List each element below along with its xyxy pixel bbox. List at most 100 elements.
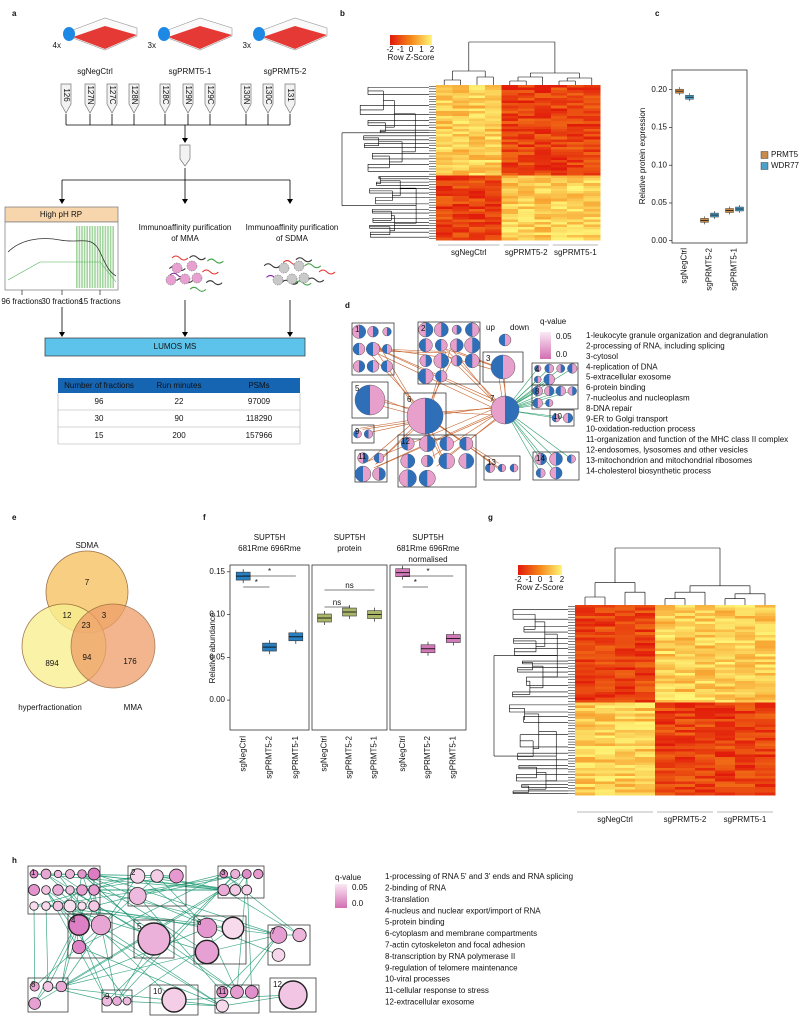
term-label: 12-endosomes, lysosomes and other vesicl… bbox=[586, 446, 748, 455]
heatmap-cell bbox=[615, 778, 636, 782]
heatmap-cell bbox=[436, 185, 453, 189]
term-label: 5-protein binding bbox=[385, 918, 445, 927]
heatmap-cell bbox=[675, 664, 696, 668]
heatmap-cell bbox=[675, 667, 696, 671]
heatmap-cell bbox=[583, 121, 601, 125]
heatmap-cell bbox=[485, 185, 502, 189]
heatmap-cell bbox=[675, 643, 696, 647]
heatmap-cell bbox=[755, 700, 776, 704]
heatmap-cell bbox=[755, 659, 776, 663]
network-edge bbox=[33, 873, 224, 891]
heatmap-cell bbox=[655, 738, 676, 742]
heatmap-cell bbox=[501, 95, 519, 99]
x-tick-label: sgPRMT5-1 bbox=[448, 735, 457, 778]
heatmap-cell bbox=[501, 201, 519, 205]
heatmap-cell bbox=[715, 743, 736, 747]
heatmap-cell bbox=[695, 700, 716, 704]
heatmap-cell bbox=[615, 605, 636, 609]
heatmap-cell bbox=[501, 131, 519, 135]
heatmap-cell bbox=[436, 232, 453, 236]
heatmap-cell bbox=[452, 234, 470, 238]
heatmap-cell bbox=[655, 694, 676, 698]
x-tick-label: sgPRMT5-2 bbox=[423, 735, 432, 778]
heatmap-cell bbox=[550, 214, 568, 218]
heatmap-cell bbox=[675, 689, 696, 693]
heatmap-cell bbox=[485, 229, 502, 233]
heatmap-cell bbox=[715, 786, 736, 790]
tube-tag: 126 bbox=[62, 88, 71, 102]
heatmap-cell bbox=[575, 757, 596, 761]
term-number: 4 bbox=[71, 916, 76, 925]
heatmap-cell bbox=[501, 162, 519, 166]
table-cell: 97009 bbox=[248, 397, 271, 406]
network-edge bbox=[93, 889, 279, 936]
heatmap-cell bbox=[436, 188, 453, 192]
flask-cap bbox=[253, 27, 265, 41]
heatmap-cell bbox=[575, 653, 596, 657]
heatmap-cell bbox=[635, 710, 656, 714]
heatmap-cell bbox=[436, 198, 453, 202]
heatmap-cell bbox=[550, 196, 568, 200]
heatmap-cell bbox=[595, 694, 616, 698]
heatmap-cell bbox=[534, 206, 552, 210]
network-node-down bbox=[472, 337, 480, 353]
network-edge bbox=[137, 875, 208, 929]
heatmap-cell bbox=[655, 713, 676, 717]
heatmap-cell bbox=[635, 613, 656, 617]
heatmap-cell bbox=[675, 710, 696, 714]
heatmap-cell bbox=[715, 700, 736, 704]
heatmap-cell bbox=[755, 724, 776, 728]
network-node-down bbox=[435, 339, 442, 352]
significance-label: * bbox=[268, 567, 271, 576]
heatmap-cell bbox=[468, 141, 486, 145]
heatmap-cell bbox=[550, 87, 568, 91]
heatmap-cell bbox=[575, 735, 596, 739]
heatmap-cell bbox=[567, 110, 584, 114]
heatmap-cell bbox=[501, 172, 519, 176]
heatmap-cell bbox=[534, 162, 552, 166]
heatmap-cell bbox=[583, 188, 601, 192]
heatmap-cell bbox=[675, 645, 696, 649]
heatmap-cell bbox=[635, 643, 656, 647]
x-tick-label: sgPRMT5-1 bbox=[291, 735, 300, 778]
heatmap-cell bbox=[735, 681, 756, 685]
heatmap-cell bbox=[485, 214, 502, 218]
bead bbox=[179, 273, 191, 285]
heatmap-cell bbox=[615, 786, 636, 790]
term-label: 13-mitochondrion and mitochondrial ribos… bbox=[586, 456, 752, 465]
term-number: 6 bbox=[407, 395, 412, 404]
heatmap-cell bbox=[485, 175, 502, 179]
heatmap-cell bbox=[595, 662, 616, 666]
heatmap-cell bbox=[715, 759, 736, 763]
column-label: sgPRMT5-1 bbox=[724, 815, 767, 824]
heatmap-cell bbox=[675, 789, 696, 793]
heatmap-cell bbox=[485, 108, 502, 112]
heatmap-cell bbox=[575, 672, 596, 676]
heatmap-cell bbox=[695, 778, 716, 782]
heatmap-cell bbox=[534, 216, 552, 220]
term-box bbox=[149, 984, 199, 1016]
heatmap-cell bbox=[615, 645, 636, 649]
network-edge bbox=[373, 407, 506, 469]
heatmap-cell bbox=[715, 778, 736, 782]
heatmap-cell bbox=[675, 713, 696, 717]
colorbar bbox=[518, 565, 562, 575]
heatmap-cell bbox=[675, 607, 696, 611]
heatmap-cell bbox=[695, 664, 716, 668]
tube-tag: 127N bbox=[86, 85, 95, 104]
heatmap-cell bbox=[715, 681, 736, 685]
heatmap-cell bbox=[550, 183, 568, 187]
heatmap-cell bbox=[485, 198, 502, 202]
heatmap-cell bbox=[675, 719, 696, 723]
term-number: 12 bbox=[273, 980, 282, 989]
heatmap-cell bbox=[501, 188, 519, 192]
heatmap-cell bbox=[715, 610, 736, 614]
rp-fraction-stripe bbox=[109, 226, 112, 288]
heatmap-cell bbox=[655, 667, 676, 671]
heatmap-cell bbox=[452, 90, 470, 94]
heatmap-cell bbox=[735, 686, 756, 690]
ms-label: LUMOS MS bbox=[154, 342, 197, 351]
heatmap-cell bbox=[452, 105, 470, 109]
heatmap-cell bbox=[436, 116, 453, 119]
term-number: 1 bbox=[31, 868, 36, 877]
